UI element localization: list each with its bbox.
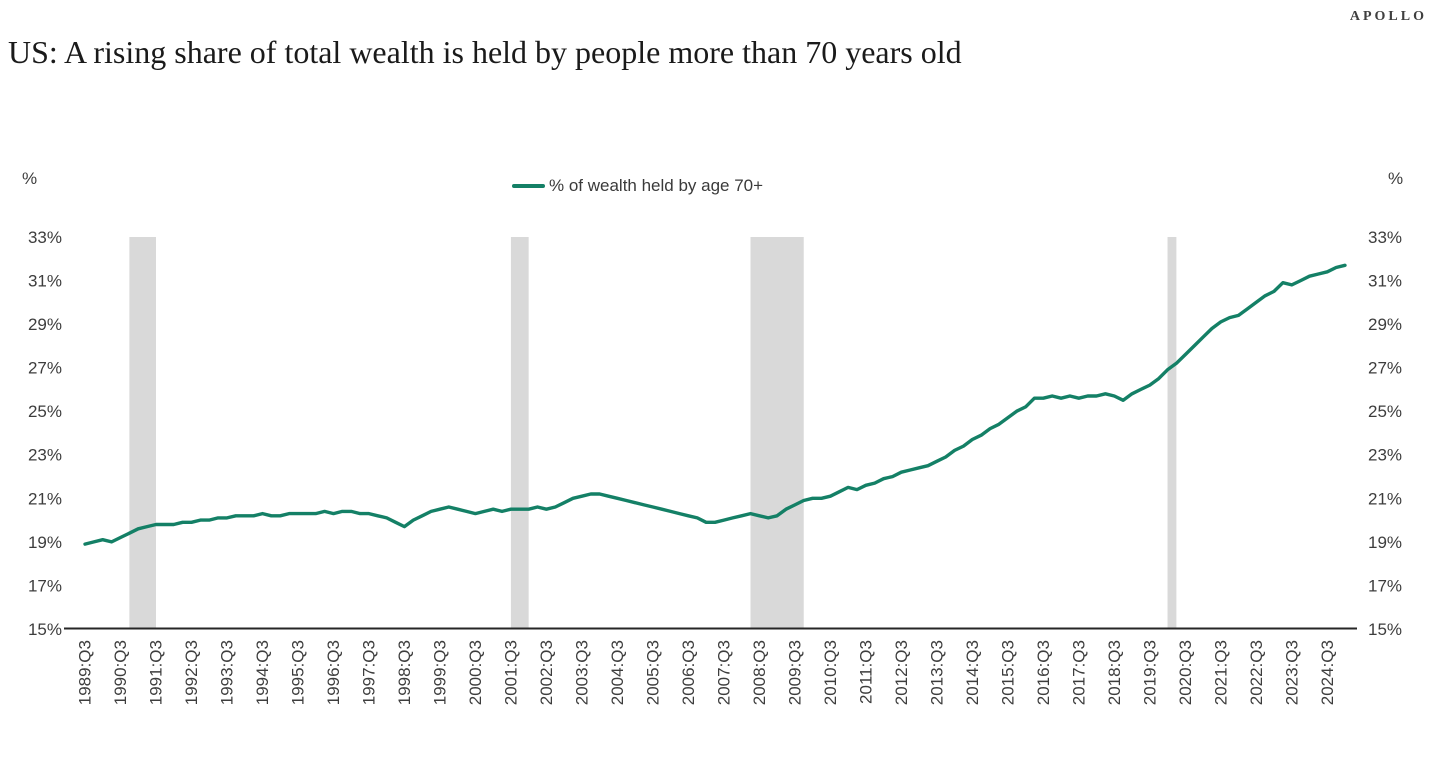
x-tick-label: 2006:Q3 <box>679 640 698 705</box>
x-tick-label: 1994:Q3 <box>253 640 272 705</box>
x-tick-label: 2024:Q3 <box>1318 640 1337 705</box>
y-tick-label-right: 27% <box>1368 359 1402 378</box>
y-tick-label-left: 19% <box>28 533 62 552</box>
y-tick-label-left: 31% <box>28 272 62 291</box>
y-tick-label-left: 33% <box>28 228 62 247</box>
y-axis-unit-left: % <box>22 169 38 188</box>
x-tick-label: 2003:Q3 <box>572 640 591 705</box>
y-tick-label-right: 29% <box>1368 315 1402 334</box>
x-tick-label: 2002:Q3 <box>537 640 556 705</box>
page-title: US: A rising share of total wealth is he… <box>8 34 962 70</box>
x-tick-label: 2017:Q3 <box>1069 640 1088 705</box>
y-tick-label-left: 21% <box>28 489 62 508</box>
x-tick-label: 2007:Q3 <box>714 640 733 705</box>
x-tick-label: 2023:Q3 <box>1282 640 1301 705</box>
y-tick-label-right: 15% <box>1368 620 1402 639</box>
x-tick-label: 2014:Q3 <box>963 640 982 705</box>
y-tick-label-left: 27% <box>28 359 62 378</box>
y-tick-label-left: 15% <box>28 620 62 639</box>
x-tick-label: 1990:Q3 <box>111 640 130 705</box>
x-tick-label: 2010:Q3 <box>821 640 840 705</box>
legend-line-swatch <box>512 184 545 188</box>
x-tick-label: 1999:Q3 <box>430 640 449 705</box>
recession-band <box>510 237 529 629</box>
x-tick-label: 2000:Q3 <box>466 640 485 705</box>
wealth-share-line <box>83 263 1347 546</box>
x-tick-label: 2019:Q3 <box>1140 640 1159 705</box>
x-tick-label: 2001:Q3 <box>501 640 520 705</box>
x-tick-label: 1992:Q3 <box>182 640 201 705</box>
x-tick-label: 2005:Q3 <box>643 640 662 705</box>
y-axis-unit-right: % <box>1388 169 1404 188</box>
x-tick-label: 1995:Q3 <box>288 640 307 705</box>
y-tick-label-right: 25% <box>1368 402 1402 421</box>
x-tick-label: 2009:Q3 <box>785 640 804 705</box>
y-tick-label-left: 23% <box>28 446 62 465</box>
y-tick-label-right: 21% <box>1368 489 1402 508</box>
y-tick-label-right: 33% <box>1368 228 1402 247</box>
y-tick-label-right: 23% <box>1368 446 1402 465</box>
y-tick-label-left: 17% <box>28 576 62 595</box>
x-tick-label: 1991:Q3 <box>146 640 165 705</box>
x-tick-label: 1996:Q3 <box>324 640 343 705</box>
x-tick-label: 2004:Q3 <box>608 640 627 705</box>
x-tick-label: 1993:Q3 <box>217 640 236 705</box>
x-tick-label: 2016:Q3 <box>1034 640 1053 705</box>
x-tick-label: 2012:Q3 <box>892 640 911 705</box>
x-tick-label: 2015:Q3 <box>998 640 1017 705</box>
x-tick-label: 2022:Q3 <box>1247 640 1266 705</box>
y-tick-label-left: 29% <box>28 315 62 334</box>
x-tick-label: 2008:Q3 <box>750 640 769 705</box>
recession-band <box>750 237 804 629</box>
x-tick-label: 2013:Q3 <box>927 640 946 705</box>
legend-label: % of wealth held by age 70+ <box>549 176 764 195</box>
recession-band <box>1167 237 1177 629</box>
x-tick-label: 2018:Q3 <box>1105 640 1124 705</box>
apollo-logo: APOLLO <box>1349 9 1427 24</box>
x-tick-label: 2021:Q3 <box>1211 640 1230 705</box>
x-tick-label: 2011:Q3 <box>856 640 875 704</box>
x-tick-label: 2020:Q3 <box>1176 640 1195 705</box>
chart-legend: % of wealth held by age 70+ <box>512 176 763 196</box>
x-tick-label: 1998:Q3 <box>395 640 414 705</box>
x-tick-label: 1997:Q3 <box>359 640 378 705</box>
x-tick-label: 1989:Q3 <box>76 640 95 705</box>
y-tick-label-right: 17% <box>1368 576 1402 595</box>
y-tick-label-left: 25% <box>28 402 62 421</box>
y-tick-label-right: 19% <box>1368 533 1402 552</box>
y-tick-label-right: 31% <box>1368 272 1402 291</box>
recession-band <box>129 237 156 629</box>
